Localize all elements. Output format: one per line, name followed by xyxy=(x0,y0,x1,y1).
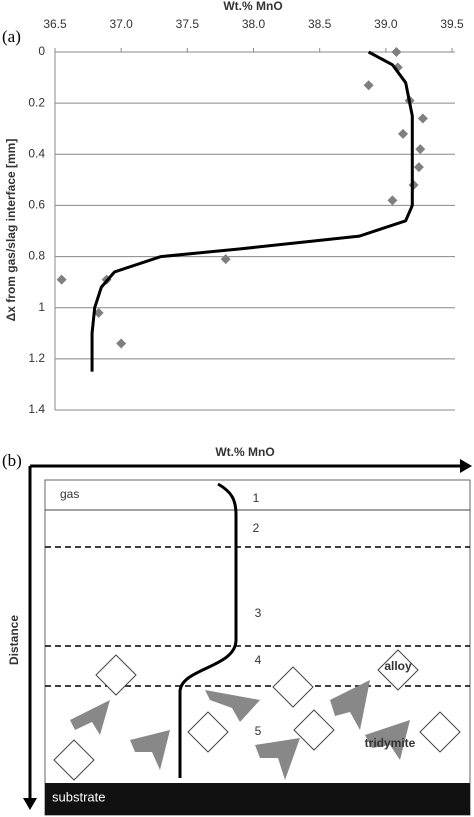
data-point xyxy=(220,254,231,265)
data-point xyxy=(363,80,374,91)
arrowhead xyxy=(23,798,37,810)
x-tick-label: 36.5 xyxy=(43,17,67,31)
chart-a: 0 0.2 0.4 0.6 0.8 1 1.2 1.4 36.5 37.0 37.5 38.0 38.5… xyxy=(28,17,464,416)
y-tick-label: 1.2 xyxy=(28,351,45,365)
alloy-particles xyxy=(53,649,461,781)
region-label: gas xyxy=(60,487,79,501)
substrate-label: substrate xyxy=(52,789,105,804)
y-tick-label: 1 xyxy=(38,300,45,314)
data-point xyxy=(413,162,424,173)
data-point xyxy=(417,113,428,124)
tridymite-crystals xyxy=(70,680,410,780)
data-point xyxy=(56,274,67,285)
x-tick-label: 37.5 xyxy=(176,17,200,31)
data-point xyxy=(398,128,409,139)
alloy-label: alloy xyxy=(384,659,412,673)
y-tick-label: 0.8 xyxy=(28,249,45,263)
data-point xyxy=(391,47,402,57)
diagram-b: (b) Wt.% MnO Distance gas 1 2 3 4 5 allo… xyxy=(2,445,472,816)
y-axis-title: Distance xyxy=(7,615,21,665)
data-point xyxy=(116,338,127,349)
x-tick-label: 39.0 xyxy=(374,17,398,31)
y-tick-label: 0 xyxy=(38,44,45,58)
data-point xyxy=(415,144,426,155)
zone-label: 3 xyxy=(255,606,262,620)
y-tick-label: 1.4 xyxy=(28,402,45,416)
profile-curve xyxy=(178,482,238,778)
x-axis-title: Wt.% MnO xyxy=(215,445,274,459)
arrowhead xyxy=(460,459,472,473)
substrate xyxy=(45,783,470,815)
x-axis-title: Wt.% MnO xyxy=(223,0,282,13)
y-axis-title: Δx from gas/slag interface [mm] xyxy=(4,139,18,322)
panel-label: (a) xyxy=(2,27,21,46)
x-tick-label: 39.5 xyxy=(440,17,464,31)
x-tick-label: 38.5 xyxy=(308,17,332,31)
zone-label: 2 xyxy=(253,521,260,535)
data-point xyxy=(93,307,104,318)
y-tick-label: 0.2 xyxy=(28,95,45,109)
x-tick-label: 38.0 xyxy=(242,17,266,31)
y-tick-label: 0.4 xyxy=(28,146,45,160)
zone-label: 4 xyxy=(255,653,262,667)
panel-label: (b) xyxy=(2,451,22,470)
tridymite-label: tridymite xyxy=(365,736,416,750)
fit-line xyxy=(90,50,414,372)
data-point xyxy=(387,195,398,206)
x-tick-label: 37.0 xyxy=(109,17,133,31)
zone-label: 5 xyxy=(255,724,262,738)
zone-label: 1 xyxy=(253,491,260,505)
y-tick-label: 0.6 xyxy=(28,198,45,212)
